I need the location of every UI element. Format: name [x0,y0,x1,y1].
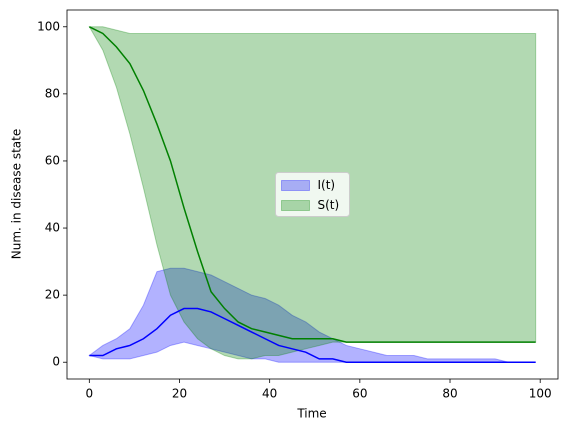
y-tick-label: 20 [45,288,60,302]
legend-swatch [281,200,310,211]
x-tick-label: 80 [442,387,457,401]
x-tick-label: 0 [85,387,93,401]
band [88,267,536,363]
legend: I(t) S(t) [275,172,350,217]
legend-label: I(t) [318,178,336,192]
y-tick-label: 40 [45,221,60,235]
y-tick-label: 80 [45,86,60,100]
x-tick-label: 20 [172,387,187,401]
legend-swatch [281,180,310,191]
x-axis-label: Time [296,407,326,421]
x-tick-label: 40 [262,387,277,401]
line [89,307,536,363]
line [88,26,536,343]
x-tick-label: 100 [529,387,552,401]
y-tick-label: 100 [37,19,60,33]
legend-box [275,172,350,217]
y-tick-label: 60 [45,153,60,167]
y-axis-label: Num. in disease state [10,129,24,259]
x-tick-label: 60 [352,387,367,401]
y-tick-label: 0 [52,355,60,369]
plot-frame [66,9,559,380]
legend-label: S(t) [318,198,340,212]
